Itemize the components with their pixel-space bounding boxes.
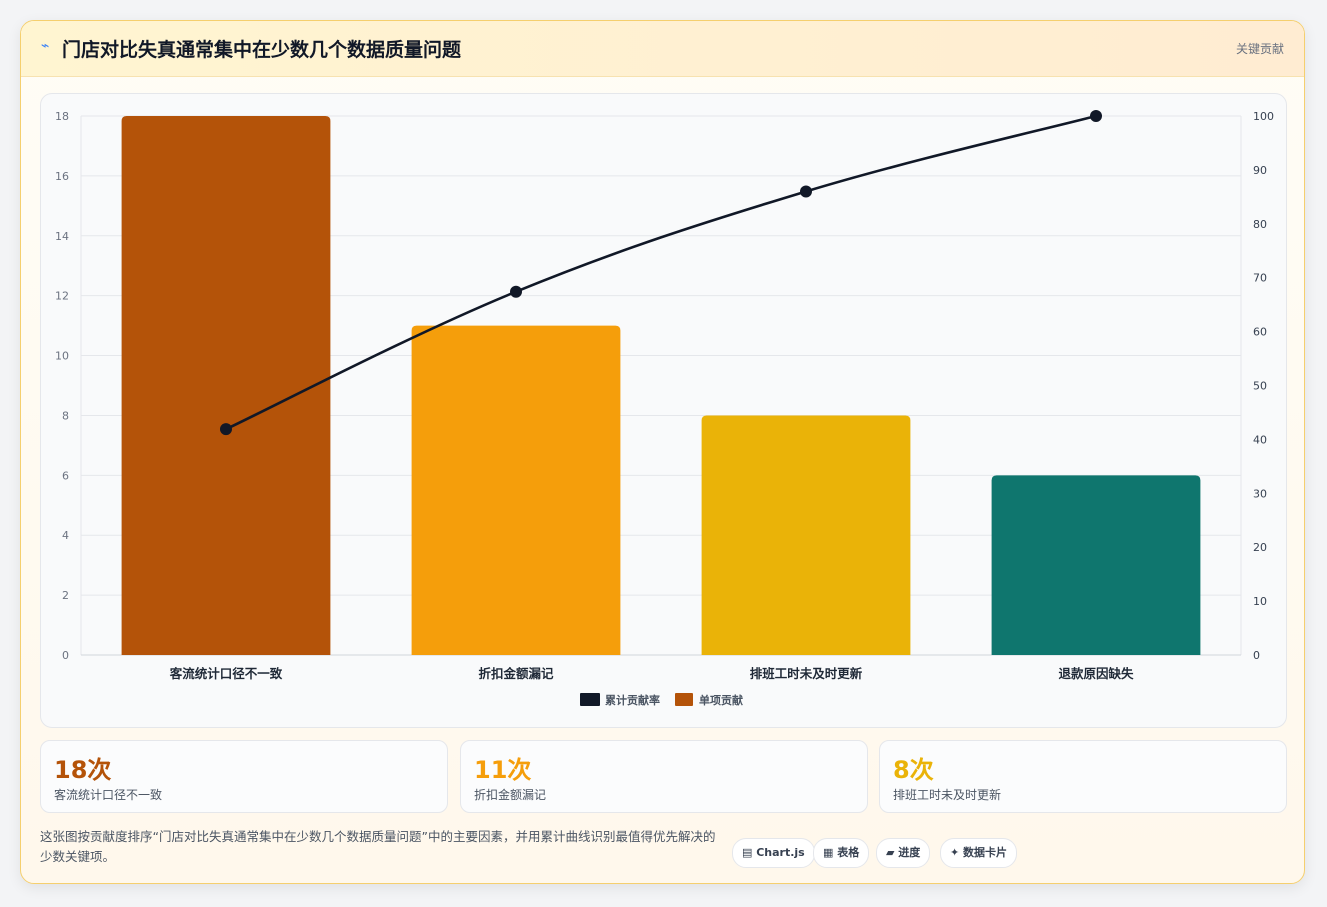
y2-tick-label: 10 bbox=[1253, 595, 1267, 608]
x-tick-label: 折扣金额漏记 bbox=[478, 666, 554, 681]
x-tick-label: 退款原因缺失 bbox=[1058, 666, 1134, 681]
chart-description: 这张图按贡献度排序“门店对比失真通常集中在少数几个数据质量问题”中的主要因素，并… bbox=[40, 829, 716, 864]
y-tick-label: 12 bbox=[55, 290, 69, 303]
y2-tick-label: 70 bbox=[1253, 272, 1267, 285]
x-tick-label: 客流统计口径不一致 bbox=[169, 666, 283, 681]
y-tick-label: 10 bbox=[55, 350, 69, 363]
stat-card-3: 8次 排班工时未及时更新 bbox=[879, 740, 1287, 813]
y2-tick-label: 30 bbox=[1253, 487, 1267, 500]
y2-tick-label: 100 bbox=[1253, 110, 1274, 123]
y-tick-label: 18 bbox=[55, 110, 69, 123]
stat-card-1: 18次 客流统计口径不一致 bbox=[40, 740, 448, 813]
y-tick-label: 4 bbox=[62, 529, 69, 542]
stat-value: 11次 bbox=[474, 756, 532, 784]
cumulative-point-2 bbox=[510, 285, 522, 298]
legend-label-cumulative: 累计贡献率 bbox=[605, 693, 660, 707]
chip-chart-js[interactable]: ▤ Chart.js bbox=[732, 838, 815, 868]
stat-card-2: 11次 折扣金额漏记 bbox=[460, 740, 868, 813]
chip-data-card[interactable]: ✦ 数据卡片 bbox=[940, 838, 1018, 868]
cumulative-point-1 bbox=[220, 423, 232, 436]
header-tag: 关键贡献 bbox=[1235, 42, 1284, 56]
bar-2 bbox=[411, 325, 621, 655]
y-tick-label: 2 bbox=[62, 589, 69, 602]
card-header: ⌁ 门店对比失真通常集中在少数几个数据质量问题 关键贡献 bbox=[21, 21, 1304, 77]
y2-tick-label: 0 bbox=[1253, 649, 1260, 662]
chart-panel: 0 2 4 6 8 10 12 14 16 18 0 10 20 30 40 50 60 70 80 90 100 客流统… bbox=[40, 93, 1287, 728]
x-tick-label: 排班工时未及时更新 bbox=[750, 666, 863, 681]
lightning-icon: ⌁ bbox=[41, 38, 50, 54]
cumulative-line bbox=[225, 114, 1097, 431]
cumulative-point-3 bbox=[800, 185, 812, 198]
stat-label: 折扣金额漏记 bbox=[474, 788, 547, 802]
legend-swatch-cumulative bbox=[580, 693, 600, 706]
card-title: 门店对比失真通常集中在少数几个数据质量问题 bbox=[62, 39, 462, 61]
y2-tick-label: 50 bbox=[1253, 380, 1267, 393]
y-tick-label: 6 bbox=[62, 469, 69, 482]
y2-tick-label: 90 bbox=[1253, 164, 1267, 177]
cumulative-point-4 bbox=[1090, 110, 1102, 122]
y2-tick-label: 80 bbox=[1253, 218, 1267, 231]
bar-1 bbox=[121, 116, 331, 655]
y-tick-label: 0 bbox=[62, 649, 69, 662]
chip-table[interactable]: ▦ 表格 bbox=[813, 838, 870, 868]
y2-tick-label: 20 bbox=[1253, 541, 1267, 554]
y2-tick-label: 40 bbox=[1253, 433, 1267, 446]
y-tick-label: 14 bbox=[55, 230, 69, 243]
y-tick-label: 8 bbox=[62, 409, 69, 422]
chart-card: ⌁ 门店对比失真通常集中在少数几个数据质量问题 关键贡献 0 2 4 6 8 10 12 14… bbox=[20, 20, 1305, 884]
chip-progress[interactable]: ▰ 进度 bbox=[876, 838, 931, 868]
stat-value: 8次 bbox=[893, 756, 934, 784]
y2-tick-label: 60 bbox=[1253, 326, 1267, 339]
stat-label: 客流统计口径不一致 bbox=[54, 788, 163, 802]
y-tick-label: 16 bbox=[55, 170, 69, 183]
pareto-chart: 0 2 4 6 8 10 12 14 16 18 0 10 20 30 40 50 60 70 80 90 100 客流统… bbox=[55, 110, 1274, 707]
stat-value: 18次 bbox=[54, 756, 112, 784]
bar-4 bbox=[991, 475, 1201, 655]
stat-label: 排班工时未及时更新 bbox=[893, 788, 1002, 802]
bar-3 bbox=[701, 415, 911, 655]
legend-label-bars: 单项贡献 bbox=[699, 693, 743, 707]
legend-swatch-bars bbox=[675, 693, 693, 706]
